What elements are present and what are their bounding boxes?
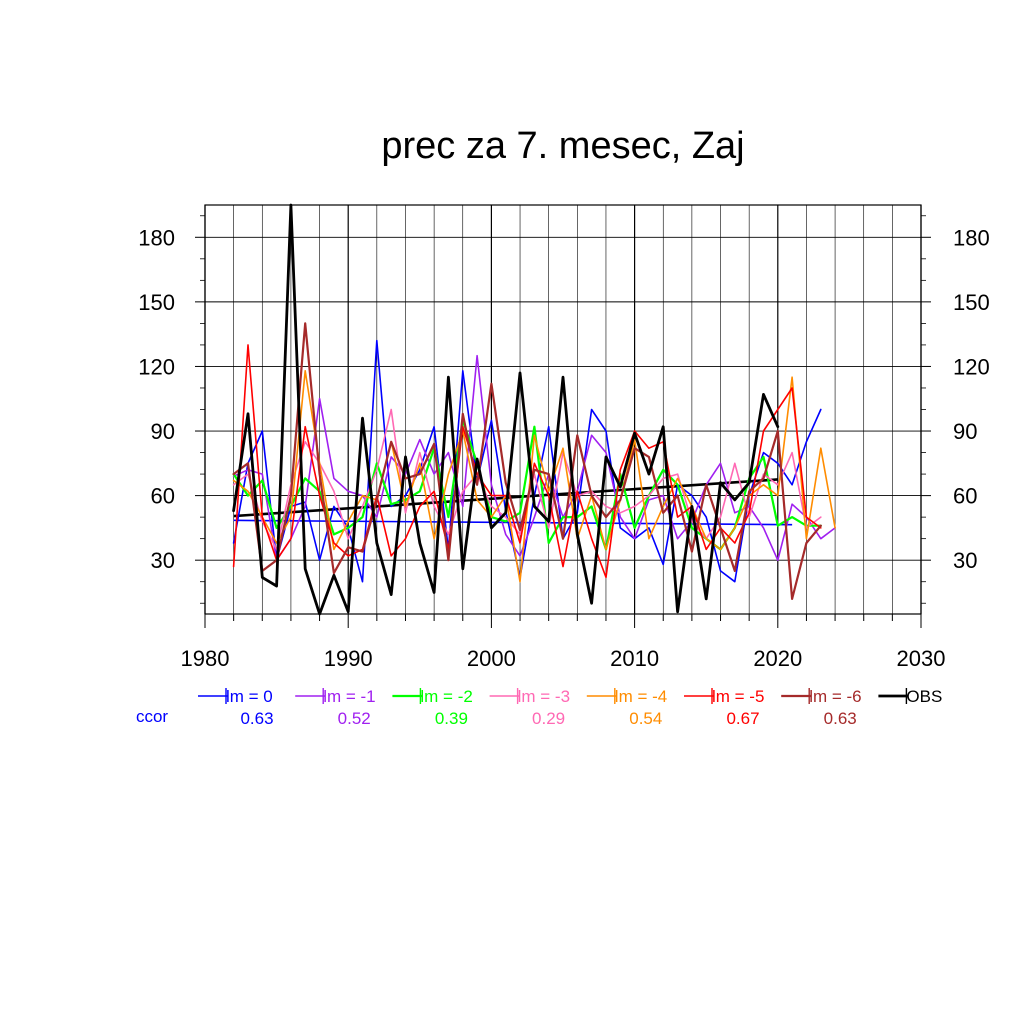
- legend-ccor-value-4: 0.54: [629, 709, 662, 728]
- y-tick-label-right: 120: [953, 354, 990, 379]
- series-line-6: [232, 322, 822, 601]
- legend-entry-label-0: lm = 0: [226, 687, 273, 706]
- y-tick-label-right: 60: [953, 484, 977, 509]
- tick-labels: 1980 1990 2000 2010 2020 2030 30 30 60 60 90 90 120 1…: [138, 225, 989, 671]
- series-line-7: [232, 203, 780, 616]
- grid: [204, 205, 922, 614]
- legend: ccor lm = 0 0.63 lm = -1 0.52 lm = -2 0.39 lm =…: [136, 687, 942, 728]
- series-line-0: [232, 339, 822, 583]
- legend-ccor-value-0: 0.63: [240, 709, 273, 728]
- y-tick-label-right: 30: [953, 548, 977, 573]
- legend-entry-label-7: OBS: [906, 687, 942, 706]
- x-tick-label: 2000: [467, 646, 516, 671]
- x-tick-label: 2010: [610, 646, 659, 671]
- legend-ccor-value-1: 0.52: [338, 709, 371, 728]
- x-tick-label: 1980: [181, 646, 230, 671]
- series-line-1: [232, 354, 836, 562]
- y-tick-label-left: 60: [151, 484, 175, 509]
- y-tick-label-left: 180: [138, 225, 175, 250]
- legend-ccor-value-6: 0.63: [824, 709, 857, 728]
- chart-title: prec za 7. mesec, Zaj: [381, 125, 744, 167]
- y-tick-label-left: 90: [151, 419, 175, 444]
- legend-ccor-value-3: 0.29: [532, 709, 565, 728]
- x-tick-label: 2030: [897, 646, 946, 671]
- series-lines: [232, 203, 836, 616]
- y-tick-label-right: 180: [953, 225, 990, 250]
- legend-entry-label-5: lm = -5: [712, 687, 764, 706]
- legend-entry-label-6: lm = -6: [809, 687, 861, 706]
- legend-entry-label-1: lm = -1: [323, 687, 375, 706]
- y-tick-label-left: 30: [151, 548, 175, 573]
- series-line-5: [232, 344, 822, 579]
- legend-entry-label-3: lm = -3: [518, 687, 570, 706]
- legend-ccor-value-2: 0.39: [435, 709, 468, 728]
- x-tick-label: 1990: [324, 646, 373, 671]
- y-tick-label-right: 150: [953, 290, 990, 315]
- series-line-4: [232, 369, 836, 583]
- legend-ccor-value-5: 0.67: [726, 709, 759, 728]
- y-tick-label-left: 120: [138, 354, 175, 379]
- legend-entry-label-2: lm = -2: [420, 687, 472, 706]
- y-tick-label-left: 150: [138, 290, 175, 315]
- legend-entry-label-4: lm = -4: [615, 687, 667, 706]
- x-tick-label: 2020: [753, 646, 802, 671]
- ccor-label: ccor: [136, 707, 168, 726]
- axis-ticks: [195, 215, 931, 628]
- y-tick-label-right: 90: [953, 419, 977, 444]
